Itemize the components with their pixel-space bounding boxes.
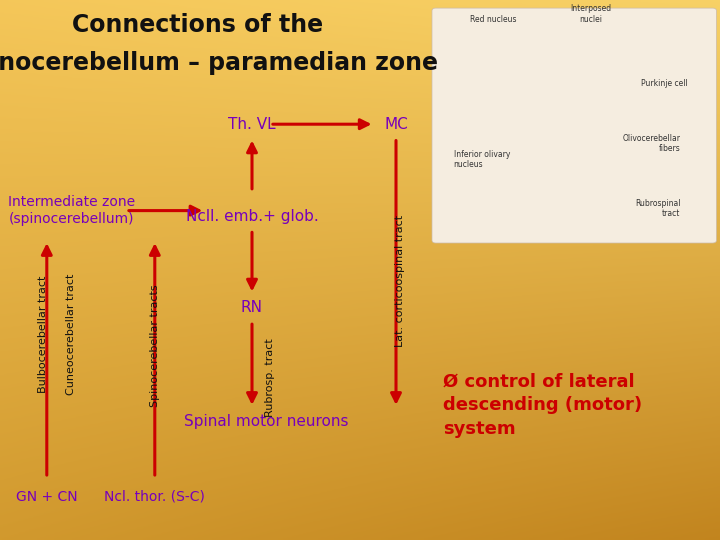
Text: Lat. corticoospinal tract: Lat. corticoospinal tract	[395, 215, 405, 347]
Text: Connections of the: Connections of the	[73, 14, 323, 37]
Text: RN: RN	[241, 300, 263, 315]
Text: Olivocerebellar
fibers: Olivocerebellar fibers	[622, 134, 680, 153]
Text: Ncll. emb.+ glob.: Ncll. emb.+ glob.	[186, 208, 318, 224]
Text: Purkinje cell: Purkinje cell	[641, 79, 688, 89]
Text: spinocerebellum – paramedian zone: spinocerebellum – paramedian zone	[0, 51, 438, 75]
Text: Intermediate zone
(spinocerebellum): Intermediate zone (spinocerebellum)	[9, 195, 135, 226]
Text: Rubrospinal
tract: Rubrospinal tract	[635, 199, 680, 218]
Text: Inferior olivary
nucleus: Inferior olivary nucleus	[454, 150, 510, 170]
Text: Ø control of lateral
descending (motor)
system: Ø control of lateral descending (motor) …	[443, 373, 642, 437]
Text: GN + CN: GN + CN	[16, 490, 78, 504]
Text: Th. VL: Th. VL	[228, 117, 276, 132]
Text: Ncl. thor. (S-C): Ncl. thor. (S-C)	[104, 490, 205, 504]
Text: Cuneocerebellar tract: Cuneocerebellar tract	[66, 274, 76, 395]
Text: MC: MC	[384, 117, 408, 132]
Text: Spinal motor neurons: Spinal motor neurons	[184, 414, 348, 429]
FancyBboxPatch shape	[432, 8, 716, 243]
Text: Interposed
nuclei: Interposed nuclei	[570, 4, 611, 24]
Text: Bulbocerebellar tract: Bulbocerebellar tract	[38, 276, 48, 394]
Text: Spinocerebellar tracts: Spinocerebellar tracts	[150, 284, 160, 407]
Text: Red nucleus: Red nucleus	[470, 15, 516, 24]
Text: Rubrosp. tract: Rubrosp. tract	[265, 339, 275, 417]
